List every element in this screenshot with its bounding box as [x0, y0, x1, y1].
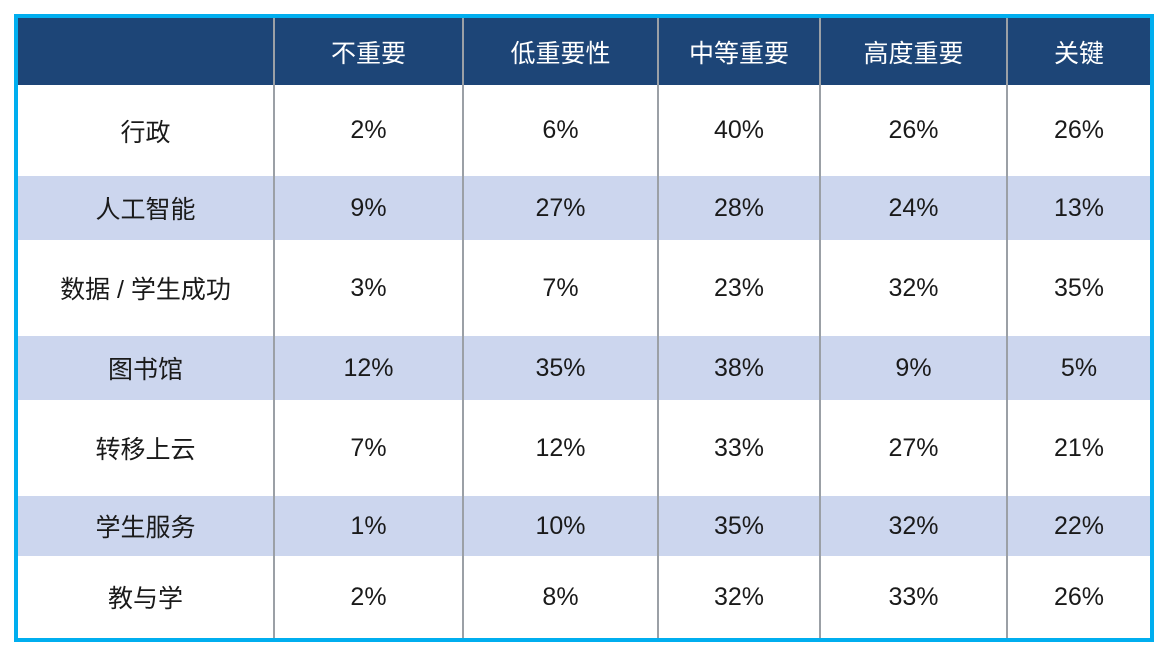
table-body: 行政 2% 6% 40% 26% 26% 人工智能 9% 27% 28% 24% 13% 数据 / 学生… — [16, 85, 1152, 640]
value-cell: 26% — [1006, 556, 1152, 640]
value-cell: 7% — [273, 400, 463, 496]
column-header: 低重要性 — [462, 16, 658, 85]
corner-cell — [16, 16, 274, 85]
row-label: 行政 — [16, 85, 274, 176]
table-row: 教与学 2% 8% 32% 33% 26% — [16, 556, 1152, 640]
value-cell: 35% — [1006, 240, 1152, 336]
value-cell: 32% — [819, 240, 1007, 336]
value-cell: 28% — [657, 176, 820, 240]
value-cell: 8% — [462, 556, 658, 640]
row-label: 学生服务 — [16, 496, 274, 556]
value-cell: 9% — [819, 336, 1007, 400]
value-cell: 33% — [819, 556, 1007, 640]
value-cell: 27% — [819, 400, 1007, 496]
row-label: 数据 / 学生成功 — [16, 240, 274, 336]
value-cell: 32% — [657, 556, 820, 640]
value-cell: 7% — [462, 240, 658, 336]
value-cell: 10% — [462, 496, 658, 556]
value-cell: 40% — [657, 85, 820, 176]
value-cell: 12% — [462, 400, 658, 496]
value-cell: 6% — [462, 85, 658, 176]
row-label: 转移上云 — [16, 400, 274, 496]
table-row: 行政 2% 6% 40% 26% 26% — [16, 85, 1152, 176]
table-row: 数据 / 学生成功 3% 7% 23% 32% 35% — [16, 240, 1152, 336]
value-cell: 2% — [273, 556, 463, 640]
value-cell: 26% — [819, 85, 1007, 176]
value-cell: 26% — [1006, 85, 1152, 176]
value-cell: 5% — [1006, 336, 1152, 400]
value-cell: 9% — [273, 176, 463, 240]
header-row: 不重要 低重要性 中等重要 高度重要 关键 — [16, 16, 1152, 85]
value-cell: 2% — [273, 85, 463, 176]
row-label: 图书馆 — [16, 336, 274, 400]
importance-rating-table: 不重要 低重要性 中等重要 高度重要 关键 行政 2% 6% 40% 26% 26% 人工智能 9% 2… — [14, 14, 1154, 642]
value-cell: 33% — [657, 400, 820, 496]
table-header: 不重要 低重要性 中等重要 高度重要 关键 — [16, 16, 1152, 85]
value-cell: 24% — [819, 176, 1007, 240]
column-header: 关键 — [1006, 16, 1152, 85]
value-cell: 23% — [657, 240, 820, 336]
table-row: 转移上云 7% 12% 33% 27% 21% — [16, 400, 1152, 496]
value-cell: 35% — [657, 496, 820, 556]
table-row: 人工智能 9% 27% 28% 24% 13% — [16, 176, 1152, 240]
column-header: 中等重要 — [657, 16, 820, 85]
value-cell: 12% — [273, 336, 463, 400]
column-header: 高度重要 — [819, 16, 1007, 85]
table-row: 学生服务 1% 10% 35% 32% 22% — [16, 496, 1152, 556]
value-cell: 13% — [1006, 176, 1152, 240]
value-cell: 38% — [657, 336, 820, 400]
value-cell: 22% — [1006, 496, 1152, 556]
value-cell: 3% — [273, 240, 463, 336]
value-cell: 32% — [819, 496, 1007, 556]
row-label: 教与学 — [16, 556, 274, 640]
value-cell: 35% — [462, 336, 658, 400]
column-header: 不重要 — [273, 16, 463, 85]
row-label: 人工智能 — [16, 176, 274, 240]
value-cell: 27% — [462, 176, 658, 240]
value-cell: 1% — [273, 496, 463, 556]
table-row: 图书馆 12% 35% 38% 9% 5% — [16, 336, 1152, 400]
value-cell: 21% — [1006, 400, 1152, 496]
